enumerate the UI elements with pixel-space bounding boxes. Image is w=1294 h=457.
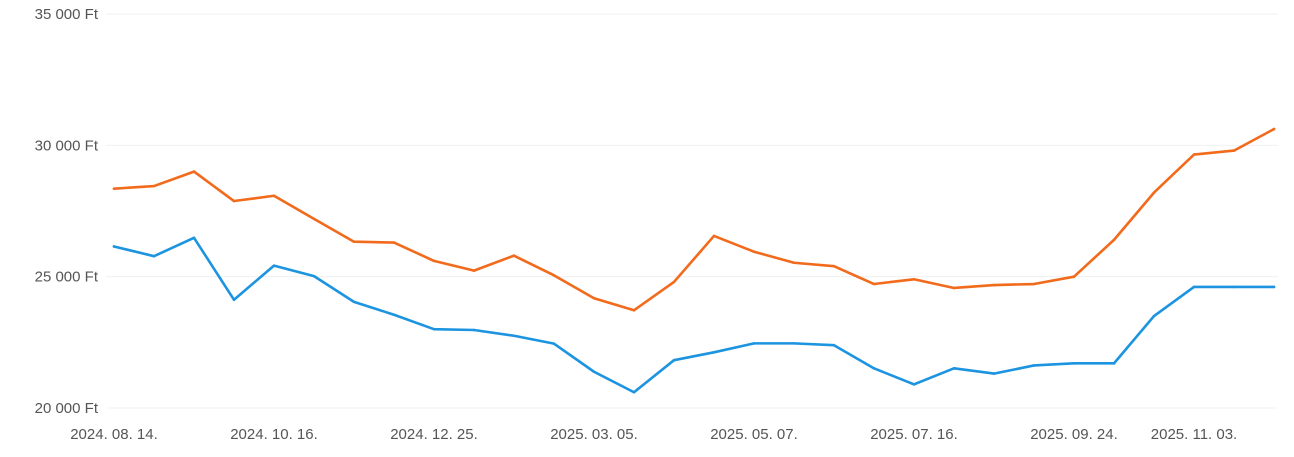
x-tick-label: 2024. 12. 25. [390, 426, 478, 443]
data-point [1112, 238, 1116, 242]
data-point [1152, 314, 1156, 318]
data-point [192, 236, 196, 240]
data-point [752, 342, 756, 345]
data-point [632, 390, 636, 394]
data-point [872, 367, 876, 370]
data-point [232, 298, 236, 302]
data-point [1232, 149, 1236, 152]
data-point [312, 217, 316, 221]
data-point [392, 241, 396, 244]
data-point [872, 282, 876, 286]
data-point [792, 342, 796, 345]
y-tick-label: 20 000 Ft [35, 400, 99, 417]
data-point [1112, 362, 1116, 365]
data-point [672, 358, 676, 362]
data-point [912, 383, 916, 386]
y-axis-labels: 35 000 Ft 30 000 Ft 25 000 Ft 20 000 Ft [35, 6, 99, 417]
x-tick-label: 2025. 11. 03. [1151, 426, 1237, 443]
data-point [472, 269, 476, 272]
data-point [352, 300, 356, 304]
data-point [712, 234, 716, 238]
series-line-1 [112, 127, 1276, 312]
data-point [952, 286, 956, 290]
data-point [152, 184, 156, 188]
data-point [312, 274, 316, 278]
data-point [432, 259, 436, 263]
data-point [792, 261, 796, 265]
data-point [112, 245, 116, 248]
series-2-points [112, 236, 1276, 394]
data-point [232, 199, 236, 203]
data-point [272, 194, 276, 198]
x-tick-label: 2024. 10. 16. [230, 426, 318, 443]
data-point [192, 170, 196, 173]
data-point [992, 372, 996, 375]
data-point [1152, 191, 1156, 194]
data-point [552, 274, 556, 277]
data-point [552, 342, 556, 345]
data-point [592, 296, 596, 300]
x-tick-label: 2025. 07. 16. [870, 426, 958, 443]
data-point [1232, 285, 1236, 289]
data-point [272, 264, 276, 267]
data-point [632, 308, 636, 312]
data-point [672, 280, 676, 284]
data-point [352, 240, 356, 244]
data-point [392, 313, 396, 317]
data-point [1032, 364, 1036, 367]
data-point [912, 277, 916, 281]
data-point [1072, 362, 1076, 365]
data-point [952, 367, 956, 370]
x-tick-label: 2025. 09. 24. [1030, 426, 1118, 443]
data-point [1192, 153, 1196, 156]
y-tick-label: 25 000 Ft [35, 269, 99, 286]
series-line-2 [112, 236, 1276, 394]
x-tick-label: 2025. 05. 07. [710, 426, 798, 443]
data-point [712, 351, 716, 354]
data-point [432, 327, 436, 331]
data-point [512, 334, 516, 338]
data-point [152, 254, 156, 258]
data-point [992, 283, 996, 287]
y-tick-label: 35 000 Ft [35, 6, 99, 23]
data-point [752, 250, 756, 254]
series-1-points [112, 127, 1276, 312]
data-point [1272, 285, 1276, 289]
data-point [472, 328, 476, 332]
x-tick-label: 2024. 08. 14. [70, 426, 158, 443]
data-point [512, 254, 516, 257]
data-point [832, 264, 836, 268]
x-axis-labels: 2024. 08. 14. 2024. 10. 16. 2024. 12. 25. 2… [70, 426, 1237, 443]
data-point [1072, 275, 1076, 278]
data-point [1272, 127, 1276, 131]
data-point [592, 370, 596, 374]
grid [106, 13, 1278, 409]
data-point [1192, 285, 1196, 289]
x-tick-label: 2025. 03. 05. [550, 426, 638, 443]
data-point [112, 187, 116, 190]
data-point [1032, 282, 1036, 286]
y-tick-label: 30 000 Ft [35, 137, 99, 154]
series-lines [112, 127, 1276, 394]
data-point [832, 343, 836, 347]
